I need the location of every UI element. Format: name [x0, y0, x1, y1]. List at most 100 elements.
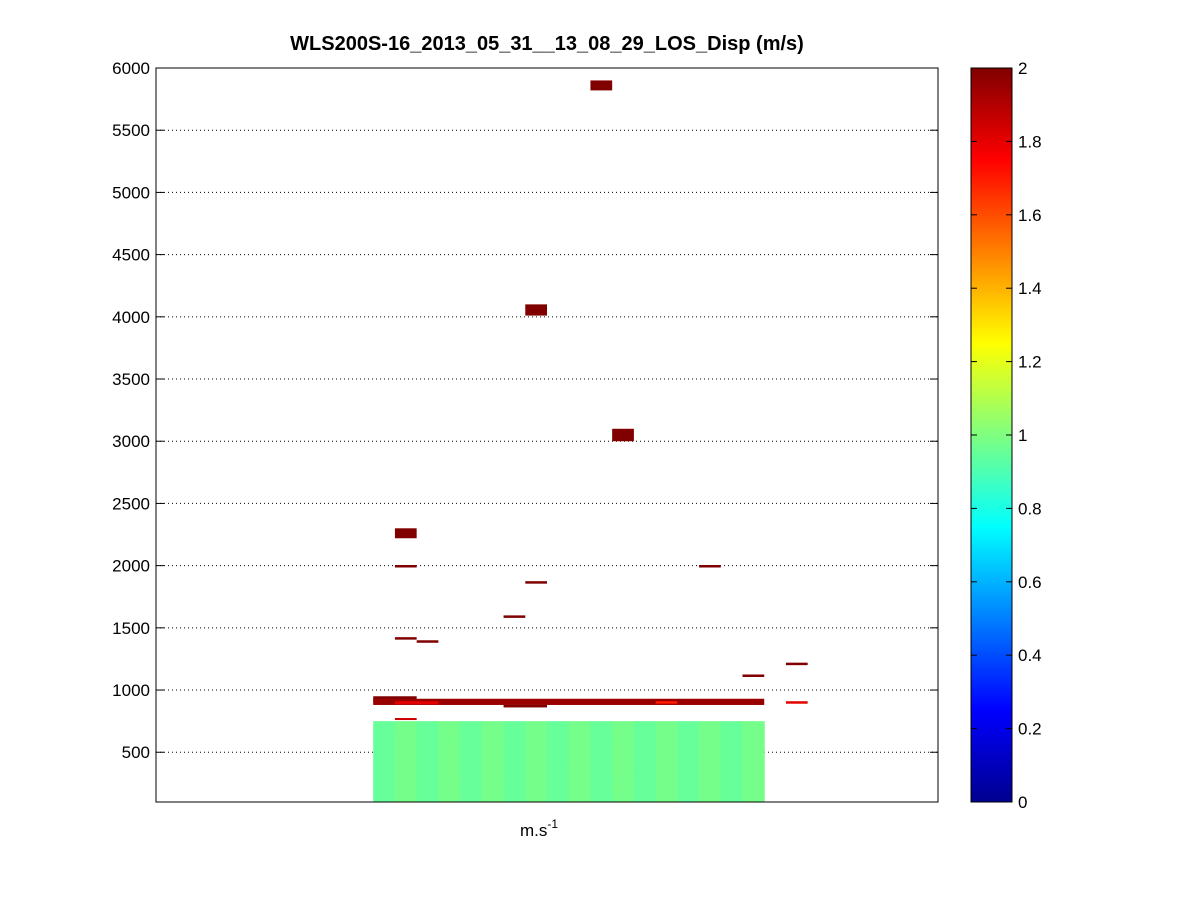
colorbar	[970, 67, 1013, 803]
heatmap-cell	[590, 739, 613, 744]
heatmap-cell	[394, 565, 417, 568]
heatmap-cell	[394, 701, 439, 705]
heatmap-cell	[373, 780, 396, 784]
heatmap-cell	[547, 739, 570, 744]
heatmap-cell	[438, 761, 461, 766]
heatmap-cell	[742, 777, 765, 781]
heatmap-cell	[525, 777, 548, 781]
heatmap-cell	[481, 736, 505, 741]
heatmap-cell	[394, 767, 418, 772]
heatmap-cell	[503, 783, 526, 787]
heatmap-cell	[742, 770, 765, 775]
heatmap-cell	[481, 780, 505, 784]
heatmap-cell	[547, 777, 570, 781]
heatmap-cell	[742, 742, 765, 747]
heatmap-cell	[720, 767, 743, 772]
heatmap-cell	[460, 798, 483, 802]
heatmap-cell	[547, 798, 570, 802]
heatmap-cell	[525, 733, 548, 738]
heatmap-cell	[525, 786, 548, 791]
heatmap-cell	[481, 758, 505, 763]
heatmap-cell	[633, 767, 657, 772]
heatmap-cell	[720, 795, 743, 800]
heatmap-cell	[394, 761, 418, 766]
heatmap-cell	[699, 727, 722, 731]
heatmap-cell	[460, 764, 483, 769]
heatmap-cell	[503, 786, 526, 791]
heatmap-cell	[633, 764, 657, 769]
heatmap-cell	[547, 786, 570, 791]
heatmap-cell	[590, 761, 613, 766]
heatmap-cell	[525, 746, 548, 750]
heatmap-cell	[590, 758, 613, 763]
heatmap-cell	[633, 739, 657, 744]
y-tick-label: 3500	[112, 370, 150, 389]
heatmap-cell	[460, 739, 483, 744]
heatmap-cell	[394, 783, 418, 787]
heatmap-cell	[525, 789, 548, 794]
heatmap-cell	[438, 755, 461, 759]
heatmap-cell	[525, 752, 548, 756]
heatmap-cell	[481, 733, 505, 738]
heatmap-cell	[633, 786, 657, 791]
heatmap-cell	[547, 752, 570, 756]
heatmap-cell	[373, 786, 396, 791]
heatmap-cell	[373, 742, 396, 747]
heatmap-cell	[720, 777, 743, 781]
heatmap-cell	[503, 727, 526, 731]
heatmap-cell	[438, 767, 461, 772]
heatmap-cell	[677, 795, 700, 800]
heatmap-cell	[525, 798, 548, 802]
heatmap-cell	[633, 758, 657, 763]
heatmap-cell	[677, 733, 700, 738]
heatmap-cell	[677, 727, 700, 731]
heatmap-cell	[503, 792, 526, 797]
heatmap-cell	[699, 742, 722, 747]
colorbar-tick-label: 1.8	[1018, 132, 1042, 151]
heatmap-cell	[438, 746, 461, 750]
heatmap-cell	[612, 798, 635, 802]
heatmap-cell	[525, 742, 548, 747]
heatmap-cell	[525, 749, 548, 753]
heatmap-cell	[699, 774, 722, 778]
heatmap-cell	[590, 783, 613, 787]
heatmap-cell	[633, 749, 657, 753]
heatmap-cell	[655, 736, 678, 741]
heatmap-cell	[742, 755, 765, 759]
heatmap-cell	[481, 730, 505, 735]
heatmap-cell	[547, 742, 570, 747]
heatmap-cell	[373, 749, 396, 753]
heatmap-cell	[460, 789, 483, 794]
heatmap-cell	[612, 767, 635, 772]
heatmap-cell	[525, 764, 548, 769]
heatmap-cell	[416, 746, 439, 750]
heatmap-cell	[720, 742, 743, 747]
heatmap-cell	[677, 755, 700, 759]
heatmap-cell	[720, 727, 743, 731]
heatmap-cell	[742, 798, 765, 802]
heatmap-cell	[481, 746, 505, 750]
heatmap-cell	[394, 727, 418, 731]
heatmap-cell	[373, 764, 396, 769]
heatmap-cell	[547, 767, 570, 772]
heatmap-cell	[677, 783, 700, 787]
heatmap-cell	[655, 774, 678, 778]
heatmap-cell	[655, 758, 678, 763]
heatmap-cell	[460, 795, 483, 800]
colorbar-tick-label: 1.4	[1018, 279, 1042, 298]
heatmap-cell	[460, 733, 483, 738]
heatmap-cell	[633, 777, 657, 781]
heatmap-cell	[568, 795, 591, 800]
y-grid	[156, 129, 938, 753]
heatmap-cell	[677, 758, 700, 763]
colorbar-tick-label: 1	[1018, 426, 1027, 445]
heatmap-cell	[547, 792, 570, 797]
heatmap-cell	[699, 798, 722, 802]
heatmap-cell	[590, 798, 613, 802]
heatmap-cell	[460, 780, 483, 784]
heatmap-cell	[699, 724, 722, 728]
heatmap-cell	[503, 774, 526, 778]
heatmap-cell	[699, 565, 721, 568]
heatmap-cell	[677, 774, 700, 778]
heatmap-cell	[677, 777, 700, 781]
